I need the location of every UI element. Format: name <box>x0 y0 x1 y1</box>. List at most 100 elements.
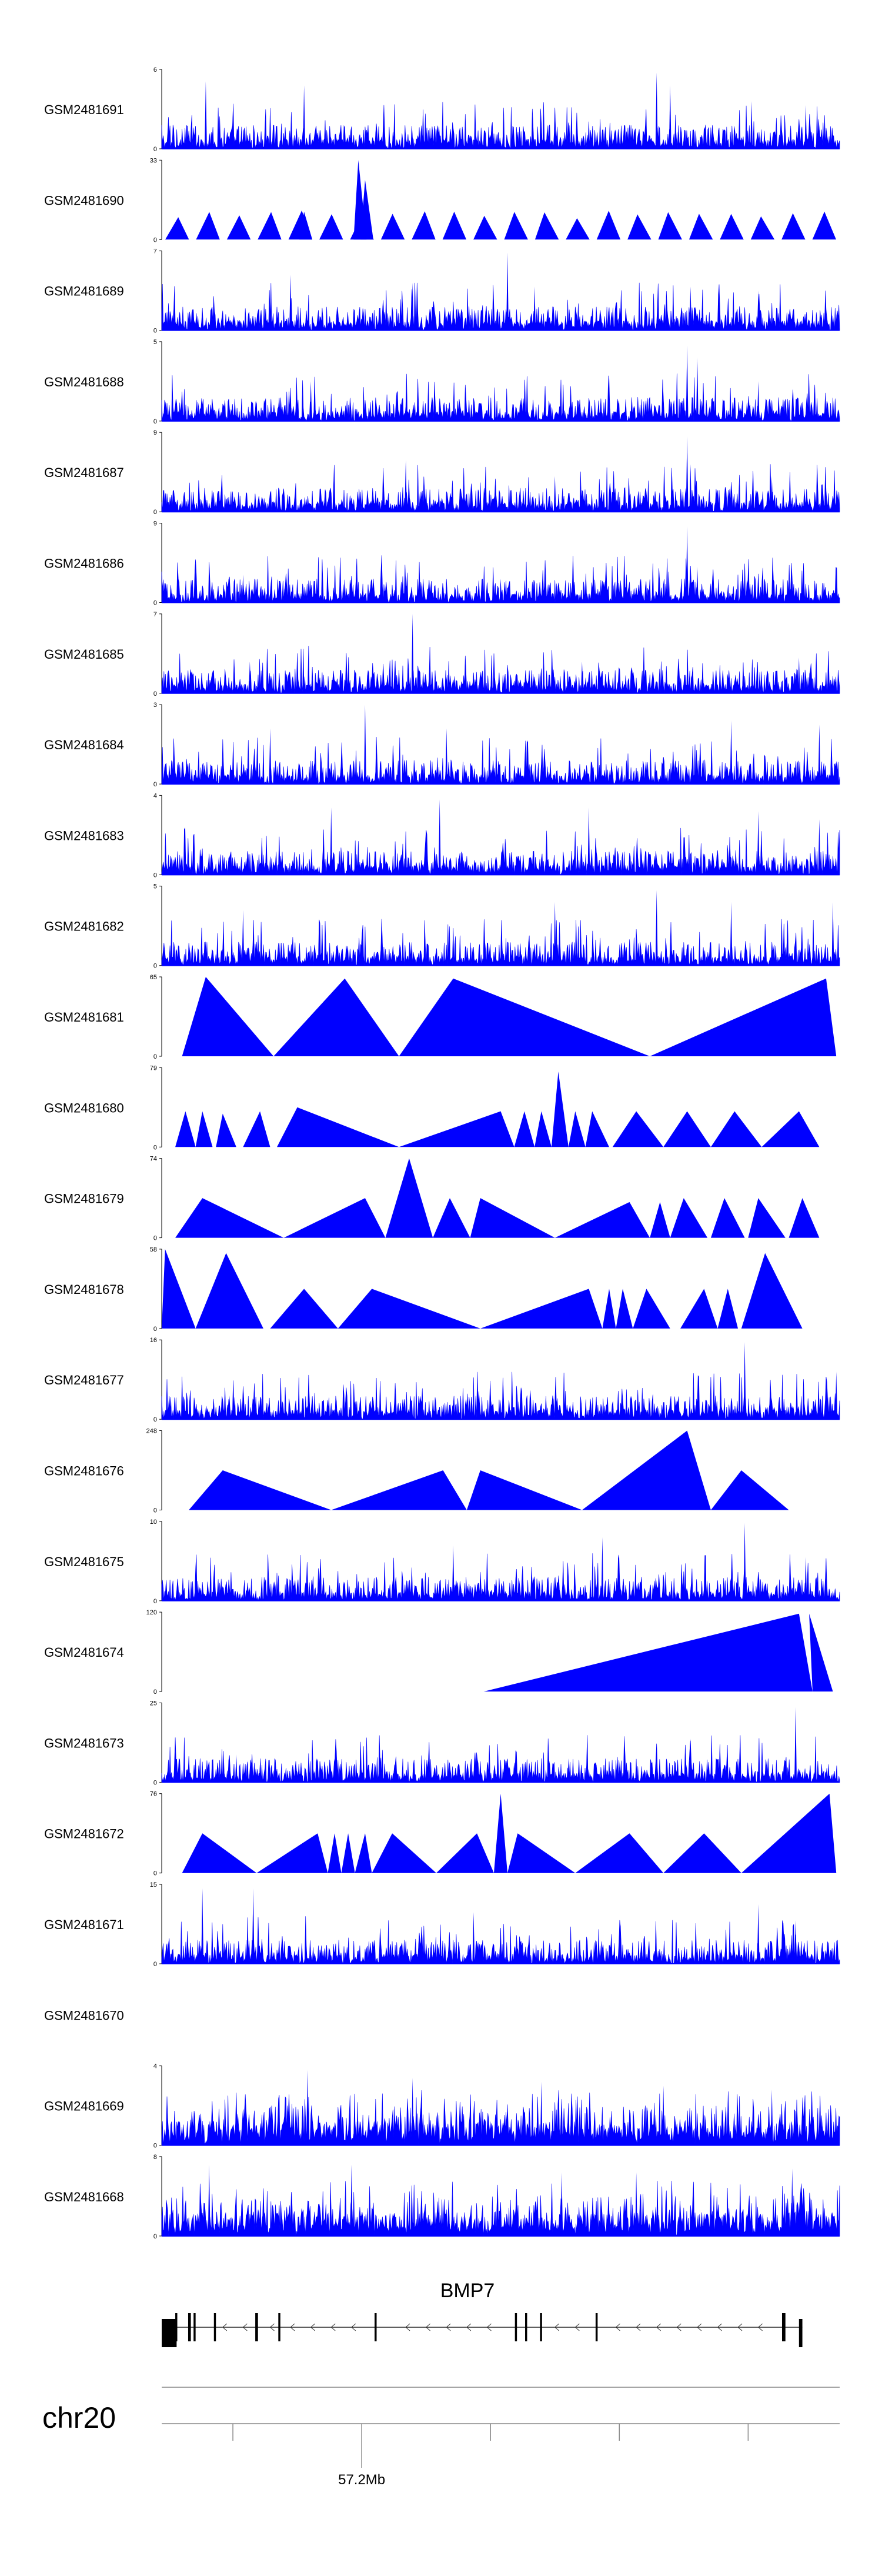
y-max-label: 4 <box>153 792 157 799</box>
signal-peak <box>299 212 313 240</box>
track-GSM2481687: GSM2481687 9 0 <box>44 429 840 516</box>
signal-peak <box>616 1289 633 1329</box>
y-min-label: 0 <box>153 600 157 607</box>
signal-peak <box>730 902 733 966</box>
track-GSM2481670: GSM2481670 <box>44 2008 124 2023</box>
signal-peak <box>195 1253 263 1329</box>
signal-peak <box>789 1198 820 1238</box>
y-max-label: 9 <box>153 520 157 528</box>
signal-peak <box>372 1833 436 1873</box>
signal-peak <box>411 2077 414 2145</box>
y-max-label: 9 <box>153 429 157 436</box>
signal-peak <box>189 1470 332 1510</box>
signal-area <box>161 2090 840 2145</box>
strand-arrow <box>290 2323 295 2331</box>
track-GSM2481672: GSM2481672 76 0 <box>44 1791 837 1877</box>
strand-arrow <box>757 2323 763 2331</box>
signal-peak <box>689 286 692 331</box>
strand-arrow <box>636 2323 641 2331</box>
y-max-label: 58 <box>150 1246 157 1253</box>
track-label: GSM2481673 <box>44 1736 124 1750</box>
signal-peak <box>256 1833 328 1873</box>
y-max-label: 76 <box>150 1791 157 1798</box>
y-min-label: 0 <box>153 690 157 698</box>
signal-peak <box>717 1289 739 1329</box>
y-min-label: 0 <box>153 2233 157 2240</box>
y-max-label: 74 <box>150 1156 157 1163</box>
signal-peak <box>442 211 467 240</box>
y-min-label: 0 <box>153 1598 157 1605</box>
signal-peak <box>551 1072 569 1147</box>
y-min-label: 0 <box>153 1235 157 1242</box>
signal-peak <box>770 2090 773 2145</box>
signal-peak <box>196 212 220 240</box>
track-GSM2481689: GSM2481689 7 0 <box>44 248 840 335</box>
signal-peak <box>804 1557 807 1601</box>
y-min-label: 0 <box>153 1416 157 1423</box>
signal-peak <box>319 214 343 240</box>
y-max-label: 7 <box>153 611 157 618</box>
signal-peak <box>662 2086 665 2145</box>
signal-peak <box>761 1111 820 1147</box>
signal-peak <box>794 1707 797 1783</box>
signal-peak <box>350 2164 353 2236</box>
signal-peak <box>385 1158 433 1238</box>
track-GSM2481681: GSM2481681 65 0 <box>44 974 837 1060</box>
signal-peak <box>438 799 441 875</box>
track-label: GSM2481674 <box>44 1645 124 1660</box>
signal-peak <box>514 1111 535 1147</box>
strand-arrow <box>676 2323 681 2331</box>
signal-peak <box>831 902 834 966</box>
y-max-label: 8 <box>153 2154 157 2161</box>
strand-arrow <box>425 2323 430 2331</box>
track-GSM2481678: GSM2481678 58 0 <box>44 1246 803 1333</box>
signal-peak <box>818 819 821 875</box>
y-max-label: 5 <box>153 883 157 890</box>
signal-area <box>161 1916 840 1964</box>
signal-peak <box>195 1111 213 1147</box>
signal-tracks: GSM248169160GSM2481690330GSM248168970GSM… <box>44 66 840 2240</box>
signal-peak <box>248 661 251 693</box>
signal-peak <box>633 1289 670 1329</box>
track-label: GSM2481690 <box>44 193 124 208</box>
track-label: GSM2481691 <box>44 102 124 117</box>
signal-area <box>161 736 840 785</box>
signal-peak <box>309 381 312 421</box>
signal-peak <box>607 377 610 421</box>
gene-exon <box>193 2313 196 2341</box>
signal-peak <box>504 212 528 240</box>
strand-arrow <box>330 2323 336 2331</box>
signal-peak <box>175 1111 196 1147</box>
signal-peak <box>252 1888 255 1964</box>
signal-peak <box>748 1198 786 1238</box>
signal-peak <box>804 105 807 149</box>
signal-peak <box>655 72 658 149</box>
strand-arrow <box>466 2323 472 2331</box>
track-label: GSM2481686 <box>44 556 124 571</box>
signal-area <box>161 2180 840 2237</box>
signal-peak <box>331 1470 467 1510</box>
track-GSM2481684: GSM2481684 3 0 <box>44 702 840 788</box>
y-max-label: 25 <box>150 1700 157 1707</box>
gene-exon <box>255 2313 258 2341</box>
y-min-label: 0 <box>153 1870 157 1877</box>
signal-peak <box>411 613 414 693</box>
signal-peak <box>277 1107 399 1147</box>
signal-peak <box>710 1470 789 1510</box>
signal-peak <box>585 1111 609 1147</box>
gene-exon <box>278 2313 280 2341</box>
gene-name-label: BMP7 <box>440 2280 495 2302</box>
track-label: GSM2481688 <box>44 375 124 389</box>
signal-peak <box>596 211 621 240</box>
signal-area <box>161 1735 840 1783</box>
signal-peak <box>553 902 556 966</box>
track-GSM2481683: GSM2481683 4 0 <box>44 792 840 879</box>
signal-peak <box>472 1912 475 1964</box>
strand-arrow <box>310 2323 315 2331</box>
y-min-label: 0 <box>153 963 157 970</box>
signal-peak <box>650 978 837 1056</box>
y-min-label: 0 <box>153 872 157 879</box>
signal-peak <box>216 1113 236 1147</box>
track-GSM2481680: GSM2481680 79 0 <box>44 1065 820 1151</box>
y-min-label: 0 <box>153 2143 157 2150</box>
